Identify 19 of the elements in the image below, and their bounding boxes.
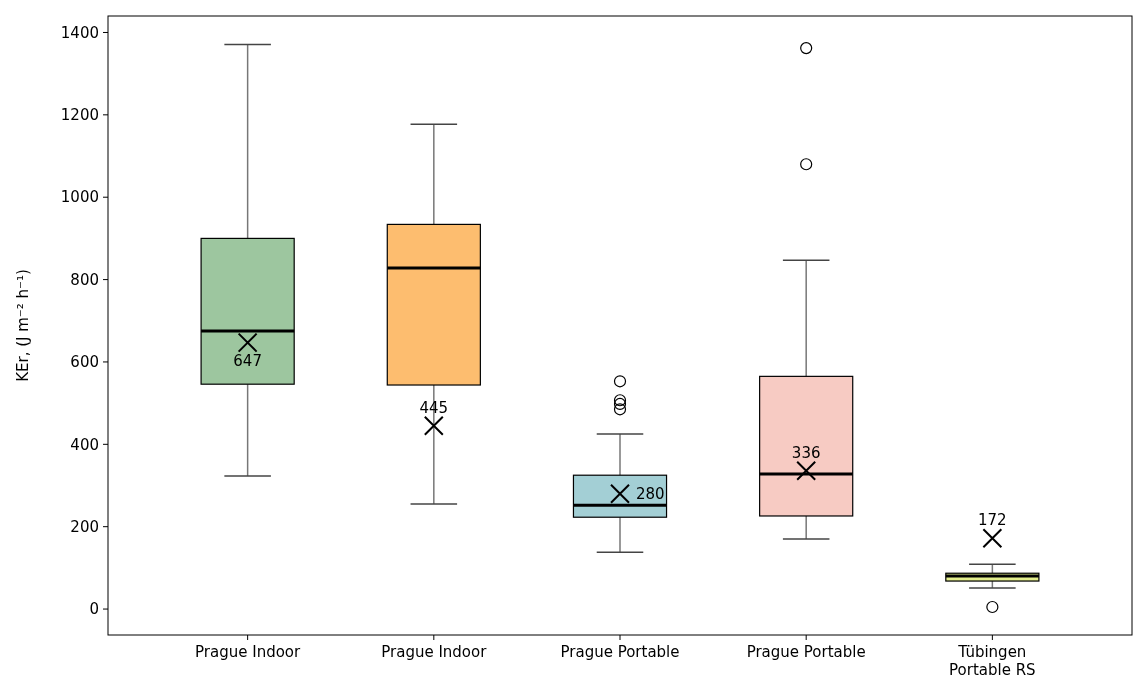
text: 172 bbox=[978, 511, 1007, 530]
x-tick-label: Prague Indoor bbox=[381, 643, 488, 661]
x-tick-label: Prague Portable bbox=[560, 643, 680, 661]
x-tick-label: Prague Indoor bbox=[195, 643, 302, 661]
x-tick-label: Prague Portable bbox=[746, 643, 866, 661]
y-tick-label: 400 bbox=[70, 435, 99, 454]
y-tick-label: 200 bbox=[70, 517, 99, 536]
y-axis-title: KEr, (J m⁻² h⁻¹) bbox=[14, 269, 32, 382]
y-tick-label: 800 bbox=[70, 270, 99, 289]
y-tick-label: 0 bbox=[89, 600, 99, 619]
text: 280 bbox=[636, 484, 665, 503]
text: 336 bbox=[791, 443, 821, 462]
y-tick-label: 1400 bbox=[60, 23, 99, 42]
y-tick-label: 600 bbox=[70, 353, 99, 372]
text: 647 bbox=[233, 351, 262, 370]
y-tick-label: 1000 bbox=[60, 188, 99, 207]
y-tick-label: 1200 bbox=[60, 106, 99, 125]
x-tick-label: Tübingen Portable RS bbox=[949, 643, 1036, 679]
text: 445 bbox=[419, 399, 449, 418]
